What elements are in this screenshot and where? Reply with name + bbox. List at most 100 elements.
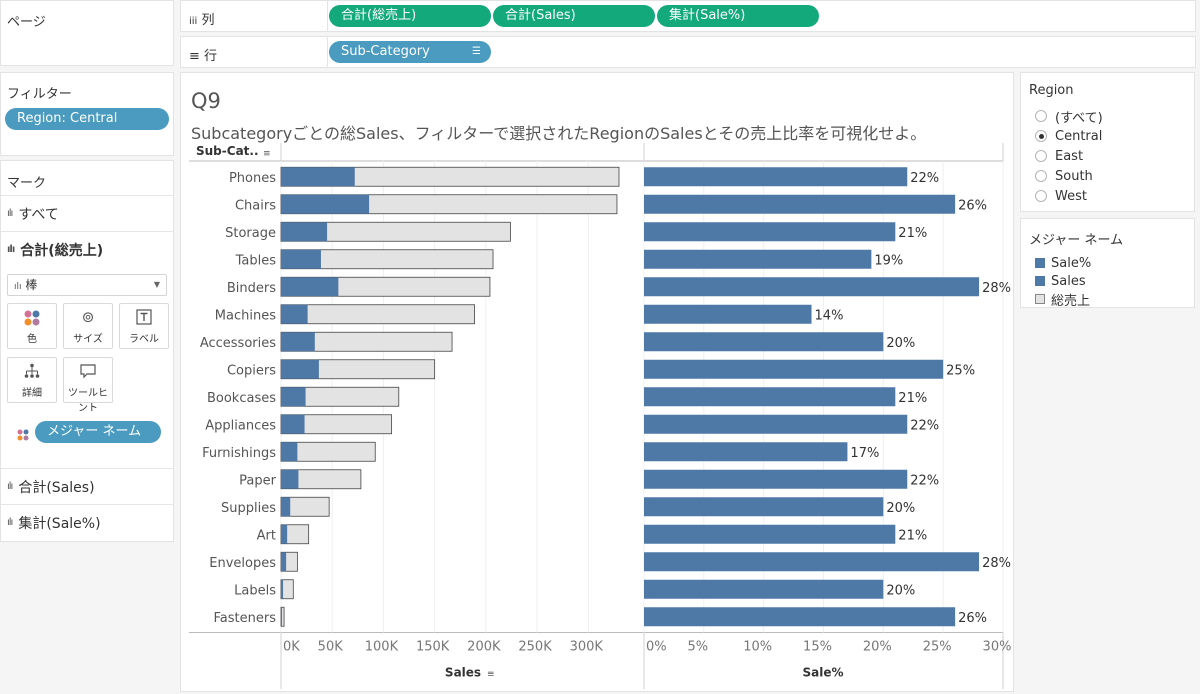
text-label-icon [120,304,168,330]
legend-item[interactable]: Sales [1029,272,1186,290]
category-label: Envelopes [209,556,276,571]
sale-pct-label: 25% [946,363,975,378]
region-sales-bar [281,414,305,434]
color-card[interactable]: 色 [7,303,57,349]
region-sales-bar [281,442,298,462]
tooltip-icon [64,358,112,384]
region-sales-bar [281,497,291,517]
columns-pill-agg-sale-pct[interactable]: 集計(Sale%) [657,5,819,27]
x-tick-label: 150K [416,640,450,655]
columns-pill-total-sales[interactable]: 合計(総売上) [329,5,491,27]
tooltip-card[interactable]: ツールヒント [63,357,113,414]
columns-pill-sum-sales[interactable]: 合計(Sales) [493,5,655,27]
bar-chart-icon: ılı [7,244,15,255]
sale-pct-label: 21% [898,391,927,406]
color-dots-icon [17,426,29,445]
sale-pct-label: 22% [910,473,939,488]
sale-pct-bar [644,414,908,434]
filters-title: フィルター [7,87,72,102]
radio-icon[interactable] [1035,110,1047,122]
sale-pct-label: 28% [982,556,1011,571]
category-label: Supplies [221,501,276,516]
bar-chart-icon: ılı [7,481,13,492]
region-filter-title: Region [1029,83,1074,98]
category-label: Appliances [205,418,276,433]
legend-label: Sale% [1051,255,1092,271]
filters-panel: フィルター Region: Central [0,72,174,156]
legend-swatch [1035,276,1045,286]
legend-item[interactable]: 総売上 [1029,290,1186,309]
label-card[interactable]: ラベル [119,303,169,349]
category-label: Machines [215,308,276,323]
sale-pct-label: 26% [958,611,987,626]
sale-pct-label: 20% [886,501,915,516]
region-option-label: East [1055,148,1084,164]
x-tick-label: 5% [688,640,709,655]
marks-all-row[interactable]: ılı すべて [1,195,173,231]
columns-shelf-label: iii 列 [189,9,215,28]
color-card-label: 色 [27,334,37,345]
region-option[interactable]: (すべて) [1029,106,1186,126]
detail-card-label: 詳細 [22,388,42,399]
region-option[interactable]: South [1029,166,1186,186]
category-label: Paper [239,473,276,488]
x-tick-label: 20% [863,640,892,655]
region-sales-bar [281,332,315,352]
marks-panel: マーク ılı すべて ılı 合計(総売上) ılı 棒 ▼ 色 ⊚ サイズ [0,160,174,542]
rows-shelf[interactable]: ≡ 行 Sub-Category ☰ [180,36,1196,68]
radio-icon[interactable] [1035,150,1047,162]
sale-pct-bar [644,607,956,627]
size-card[interactable]: ⊚ サイズ [63,303,113,349]
chart-canvas[interactable]: Sub-Cat.. ≡ 0K 50K 100K 150K 200K 250K 300K 0% 5% 1… [181,143,1013,691]
sale-pct-label: 20% [886,583,915,598]
measure-names-pill[interactable]: メジャー ネーム [35,421,161,443]
category-label: Copiers [227,363,276,378]
region-option[interactable]: Central [1029,126,1186,146]
label-card-label: ラベル [129,334,159,345]
x-axis-title-sale-pct: Sale% [802,666,843,680]
region-sales-bar [281,579,284,599]
shelf-divider [327,1,328,31]
rows-icon: ≡ [189,49,200,64]
total-sales-bar [280,304,475,325]
legend-item[interactable]: Sale% [1029,254,1186,272]
rows-label-text: 行 [204,49,218,64]
marks-sum-sales-label: 合計(Sales) [18,479,95,496]
radio-icon[interactable] [1035,190,1047,202]
detail-card[interactable]: 詳細 [7,357,57,403]
sale-pct-bar [644,304,812,324]
radio-icon[interactable] [1035,130,1047,142]
bar-chart-icon: ılı [14,282,22,292]
sale-pct-bar [644,387,896,407]
region-sales-bar [281,524,288,544]
row-header-sub-category: Sub-Cat.. [196,144,259,158]
sale-pct-bar [644,469,908,489]
measure-legend-panel: メジャー ネーム Sale% Sales 総売上 [1020,218,1195,309]
rows-shelf-label: ≡ 行 [189,45,217,64]
x-tick-label: 15% [803,640,832,655]
marks-all-label: すべて [18,206,59,223]
size-icon: ⊚ [81,308,95,326]
sale-pct-label: 20% [886,336,915,351]
sale-pct-bar [644,277,980,297]
radio-icon[interactable] [1035,170,1047,182]
filter-pill-region[interactable]: Region: Central [5,108,169,130]
worksheet-view: Q9 Subcategoryごとの総Sales、フィルターで選択されたRegio… [180,72,1014,692]
region-option[interactable]: West [1029,186,1186,206]
region-sales-bar [281,277,339,297]
mark-type-select[interactable]: ılı 棒 ▼ [7,274,167,296]
sale-pct-label: 22% [910,171,939,186]
region-sales-bar [281,552,287,572]
x-tick-label: 100K [365,640,399,655]
columns-shelf[interactable]: iii 列 合計(総売上) 合計(Sales) 集計(Sale%) [180,0,1196,32]
marks-total-sales-row[interactable]: ılı 合計(総売上) [1,231,173,267]
sale-pct-bar [644,222,896,242]
sort-icon: ≡ [263,149,271,159]
view-subtitle: Subcategoryごとの総Sales、フィルターで選択されたRegionのS… [191,124,927,143]
rows-pill-sub-category[interactable]: Sub-Category ☰ [329,41,491,63]
marks-agg-sale-pct-row[interactable]: ılı 集計(Sale%) [1,504,173,540]
bar-chart-icon: ılı [7,517,13,528]
marks-sum-sales-row[interactable]: ılı 合計(Sales) [1,468,173,504]
color-icon [8,304,56,330]
region-option[interactable]: East [1029,146,1186,166]
